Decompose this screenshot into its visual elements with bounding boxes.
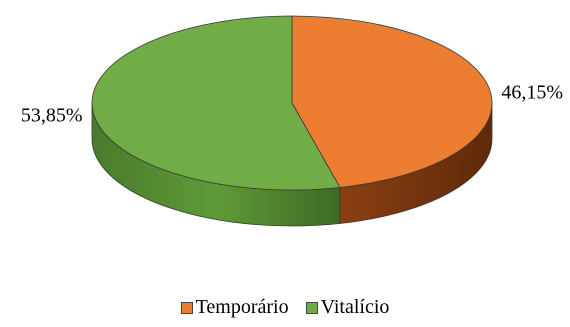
- legend-label-temporario: Temporário: [195, 296, 289, 318]
- legend-item-vitalicio: Vitalício: [305, 296, 390, 319]
- pie-labels: 46,15% 53,85%: [21, 82, 563, 127]
- legend: Temporário Vitalício: [0, 296, 570, 320]
- legend-swatch-vitalicio: [305, 301, 318, 314]
- pie-slice-vitalicio: [91, 15, 341, 191]
- pie-slice-temporario: [291, 15, 493, 188]
- data-label-temporario: 46,15%: [501, 82, 563, 104]
- pie-tops: [91, 15, 493, 191]
- legend-swatch-temporario: [180, 301, 193, 314]
- legend-label-vitalicio: Vitalício: [320, 296, 390, 318]
- data-label-vitalicio: 53,85%: [21, 104, 83, 126]
- legend-item-temporario: Temporário: [180, 296, 289, 319]
